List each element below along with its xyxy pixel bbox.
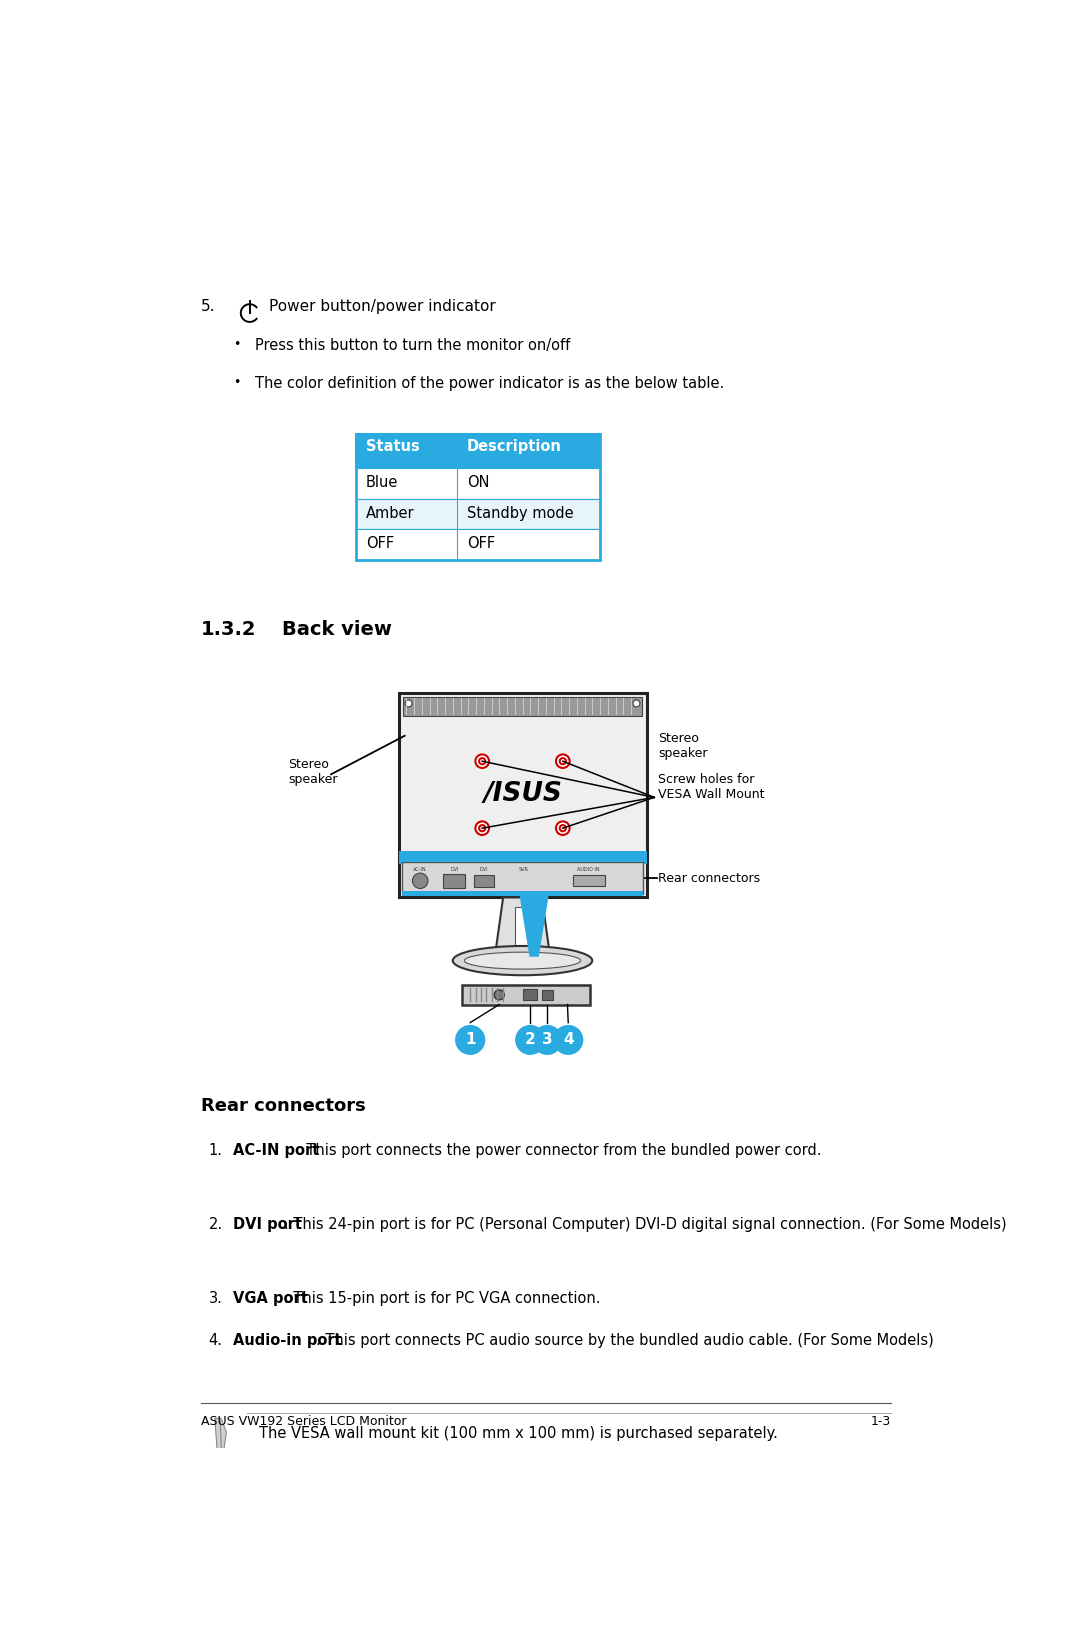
Text: Rear connectors: Rear connectors xyxy=(201,1097,366,1114)
Polygon shape xyxy=(215,1419,227,1461)
Text: Amber: Amber xyxy=(366,506,415,521)
Text: The VESA wall mount kit (100 mm x 100 mm) is purchased separately.: The VESA wall mount kit (100 mm x 100 mm… xyxy=(259,1427,778,1442)
FancyBboxPatch shape xyxy=(356,469,600,498)
Text: Power button/power indicator: Power button/power indicator xyxy=(269,299,496,314)
Circle shape xyxy=(495,989,504,1001)
Ellipse shape xyxy=(453,945,592,975)
FancyBboxPatch shape xyxy=(524,989,537,1001)
Text: Standby mode: Standby mode xyxy=(467,506,573,521)
Text: OFF: OFF xyxy=(467,537,495,552)
Text: ASUS VW192 Series LCD Monitor: ASUS VW192 Series LCD Monitor xyxy=(201,1415,406,1429)
Text: . This 15-pin port is for PC VGA connection.: . This 15-pin port is for PC VGA connect… xyxy=(284,1292,600,1306)
Polygon shape xyxy=(496,898,550,953)
FancyBboxPatch shape xyxy=(542,989,553,1001)
Text: Stereo
speaker: Stereo speaker xyxy=(658,732,707,760)
Text: Status: Status xyxy=(366,439,420,454)
Text: 2: 2 xyxy=(525,1033,536,1048)
Text: Stereo
speaker: Stereo speaker xyxy=(288,758,338,786)
FancyBboxPatch shape xyxy=(515,906,530,945)
Text: /ISUS: /ISUS xyxy=(483,781,562,807)
Text: . This port connects the power connector from the bundled power cord.: . This port connects the power connector… xyxy=(297,1144,822,1158)
Circle shape xyxy=(413,874,428,888)
Circle shape xyxy=(556,755,569,768)
Circle shape xyxy=(475,755,489,768)
Text: DVI: DVI xyxy=(480,867,488,872)
Text: . This 24-pin port is for PC (Personal Computer) DVI-D digital signal connection: . This 24-pin port is for PC (Personal C… xyxy=(284,1217,1007,1232)
Text: Screw holes for
VESA Wall Mount: Screw holes for VESA Wall Mount xyxy=(658,773,765,802)
Text: Audio-in port: Audio-in port xyxy=(233,1333,342,1347)
Text: 4.: 4. xyxy=(208,1333,222,1347)
FancyBboxPatch shape xyxy=(399,851,647,864)
Circle shape xyxy=(532,1025,563,1054)
Polygon shape xyxy=(519,895,549,957)
FancyBboxPatch shape xyxy=(356,529,600,560)
Circle shape xyxy=(480,825,485,831)
Text: 1.3.2: 1.3.2 xyxy=(201,620,256,639)
Text: OFF: OFF xyxy=(366,537,394,552)
Text: The color definition of the power indicator is as the below table.: The color definition of the power indica… xyxy=(255,376,725,390)
Text: Press this button to turn the monitor on/off: Press this button to turn the monitor on… xyxy=(255,338,570,353)
FancyBboxPatch shape xyxy=(474,875,494,887)
FancyBboxPatch shape xyxy=(402,890,644,896)
Circle shape xyxy=(559,758,566,765)
Text: Blue: Blue xyxy=(366,475,399,490)
Text: AUDIO IN: AUDIO IN xyxy=(577,867,599,872)
Text: Rear connectors: Rear connectors xyxy=(658,872,760,885)
Text: 1-3: 1-3 xyxy=(870,1415,891,1429)
Text: 1: 1 xyxy=(464,1033,475,1048)
FancyBboxPatch shape xyxy=(444,874,465,888)
Text: ON: ON xyxy=(467,475,489,490)
Text: VGA port: VGA port xyxy=(233,1292,308,1306)
Circle shape xyxy=(556,822,569,835)
Text: 2.: 2. xyxy=(208,1217,222,1232)
Circle shape xyxy=(455,1025,485,1054)
Text: 3.: 3. xyxy=(208,1292,222,1306)
Text: •: • xyxy=(233,338,241,351)
Text: 4: 4 xyxy=(563,1033,573,1048)
Circle shape xyxy=(475,822,489,835)
Text: 3: 3 xyxy=(542,1033,553,1048)
Circle shape xyxy=(515,1025,545,1054)
FancyBboxPatch shape xyxy=(462,986,591,1004)
FancyBboxPatch shape xyxy=(356,498,600,529)
FancyBboxPatch shape xyxy=(403,696,642,716)
FancyBboxPatch shape xyxy=(402,862,644,895)
FancyBboxPatch shape xyxy=(399,693,647,898)
Text: AC-IN: AC-IN xyxy=(414,867,427,872)
Circle shape xyxy=(553,1025,583,1054)
Text: . This port connects PC audio source by the bundled audio cable. (For Some Model: . This port connects PC audio source by … xyxy=(316,1333,934,1347)
Circle shape xyxy=(633,700,640,706)
Text: 5.: 5. xyxy=(201,299,215,314)
Circle shape xyxy=(405,700,413,706)
Text: Back view: Back view xyxy=(282,620,392,639)
Ellipse shape xyxy=(464,952,581,970)
Text: AC-IN port: AC-IN port xyxy=(233,1144,320,1158)
FancyBboxPatch shape xyxy=(356,434,600,469)
Text: SVR: SVR xyxy=(519,867,529,872)
FancyBboxPatch shape xyxy=(402,857,644,862)
Text: DVI port: DVI port xyxy=(233,1217,302,1232)
FancyBboxPatch shape xyxy=(572,875,606,887)
Circle shape xyxy=(559,825,566,831)
Text: •: • xyxy=(233,376,241,389)
Circle shape xyxy=(480,758,485,765)
Text: Description: Description xyxy=(467,439,562,454)
Text: DVI: DVI xyxy=(450,867,459,872)
Text: 1.: 1. xyxy=(208,1144,222,1158)
